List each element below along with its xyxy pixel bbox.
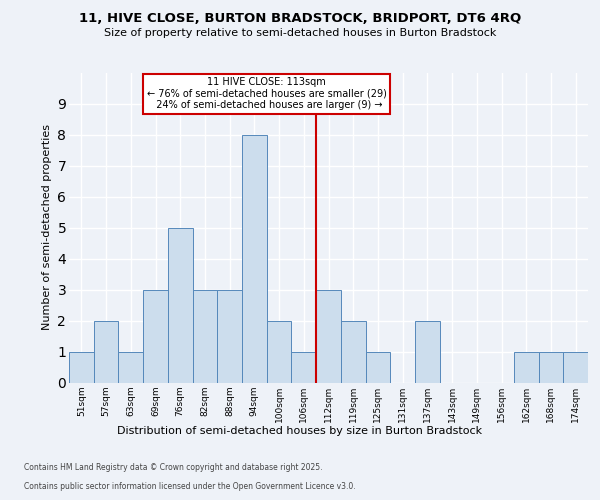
Bar (242, 134, 267, 382)
Y-axis label: Number of semi-detached properties: Number of semi-detached properties (42, 124, 52, 330)
Bar (341, 320, 365, 382)
Text: 11, HIVE CLOSE, BURTON BRADSTOCK, BRIDPORT, DT6 4RQ: 11, HIVE CLOSE, BURTON BRADSTOCK, BRIDPO… (79, 12, 521, 26)
Bar (415, 320, 440, 382)
Bar (267, 320, 292, 382)
Bar (217, 290, 242, 382)
Bar (168, 228, 193, 382)
Bar (292, 352, 316, 382)
Bar (539, 352, 563, 382)
Text: 11 HIVE CLOSE: 113sqm
← 76% of semi-detached houses are smaller (29)
  24% of se: 11 HIVE CLOSE: 113sqm ← 76% of semi-deta… (147, 77, 386, 110)
Bar (563, 352, 588, 382)
Text: Distribution of semi-detached houses by size in Burton Bradstock: Distribution of semi-detached houses by … (118, 426, 482, 436)
Bar (316, 290, 341, 382)
Text: Size of property relative to semi-detached houses in Burton Bradstock: Size of property relative to semi-detach… (104, 28, 496, 38)
Bar (69, 352, 94, 382)
Text: Contains HM Land Registry data © Crown copyright and database right 2025.: Contains HM Land Registry data © Crown c… (24, 464, 323, 472)
Bar (514, 352, 539, 382)
Bar (365, 352, 390, 382)
Bar (143, 290, 168, 382)
Bar (118, 352, 143, 382)
Bar (193, 290, 217, 382)
Bar (94, 320, 118, 382)
Text: Contains public sector information licensed under the Open Government Licence v3: Contains public sector information licen… (24, 482, 356, 491)
